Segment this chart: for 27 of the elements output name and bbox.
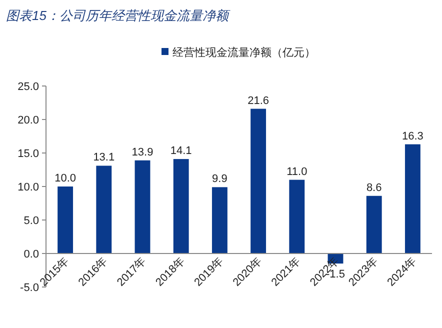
data-label: 13.9	[132, 146, 154, 158]
y-tick-label: 0.0	[24, 248, 39, 260]
data-label: 13.1	[93, 152, 115, 164]
data-label: 21.6	[248, 94, 270, 107]
data-label: 16.3	[402, 130, 424, 142]
bar	[366, 196, 382, 254]
legend-label: 经营性现金流量净额（亿元）	[172, 46, 316, 59]
y-tick-label: -5.0	[20, 282, 39, 294]
bar	[58, 186, 74, 254]
bar	[404, 144, 420, 254]
y-tick-label: 25.0	[18, 81, 39, 93]
bar	[96, 166, 112, 254]
y-tick-label: 15.0	[18, 148, 39, 160]
y-tick-label: 10.0	[18, 182, 39, 194]
data-label: 11.0	[286, 166, 308, 178]
bar	[289, 180, 305, 254]
data-label: 14.1	[170, 145, 192, 158]
bar	[173, 159, 189, 254]
data-label: 8.6	[366, 182, 382, 194]
data-label: 10.0	[54, 172, 76, 184]
bar	[212, 187, 228, 254]
y-tick-label: 20.0	[18, 114, 39, 126]
y-tick-label: 5.0	[24, 215, 39, 227]
data-label: 9.9	[212, 173, 228, 186]
bar	[134, 160, 150, 254]
bar	[250, 108, 266, 254]
chart-title: 图表15：公司历年经营性现金流量净额	[6, 8, 230, 23]
